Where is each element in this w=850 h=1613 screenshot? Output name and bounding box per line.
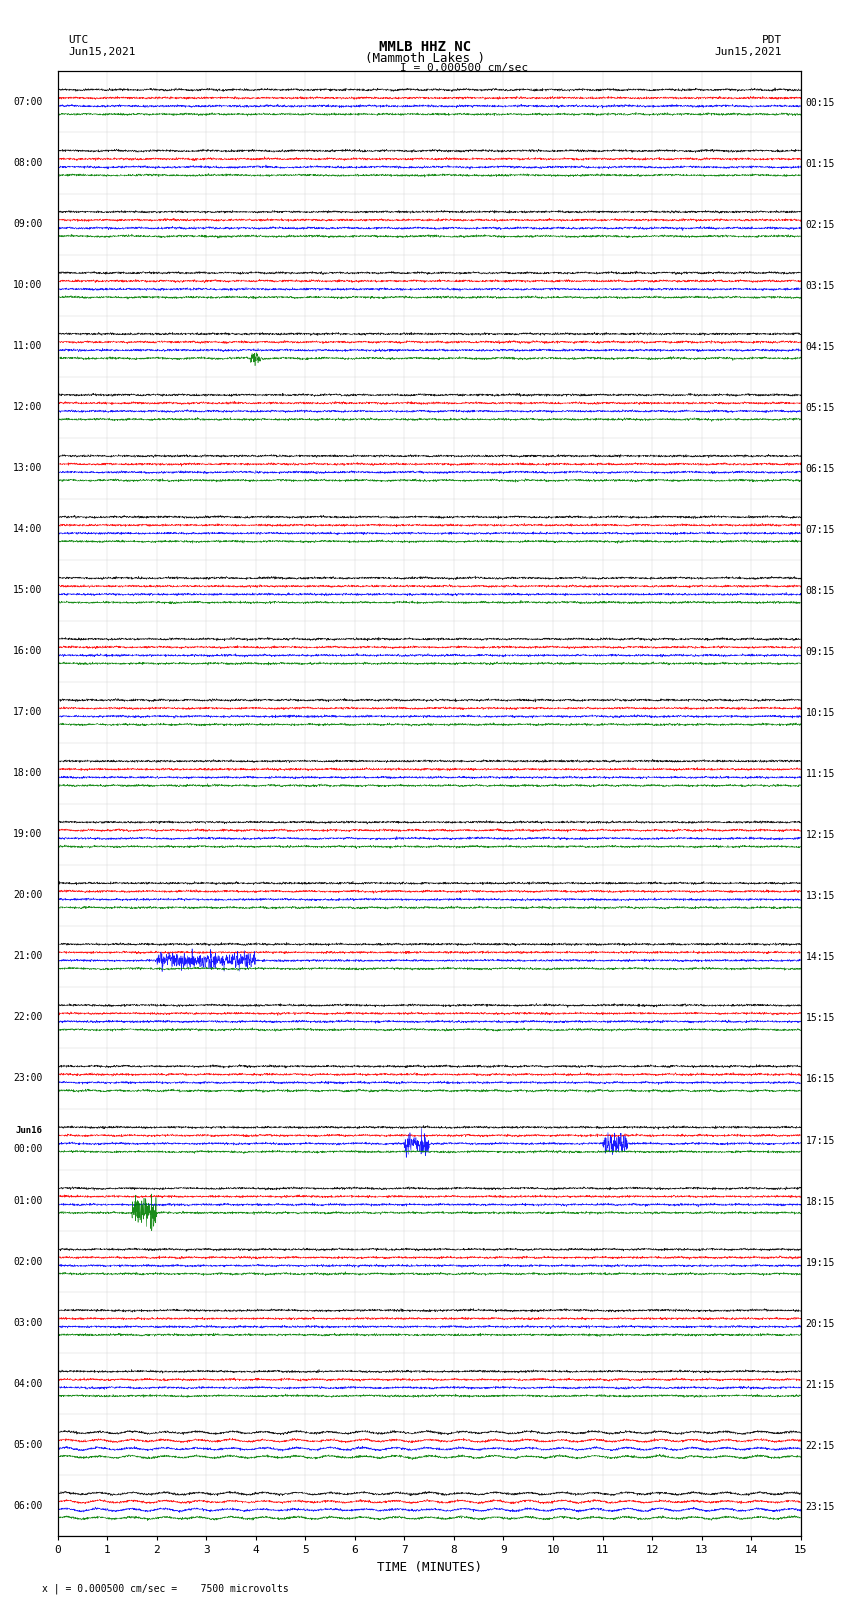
Text: 14:00: 14:00 bbox=[14, 524, 42, 534]
Text: 10:00: 10:00 bbox=[14, 281, 42, 290]
Text: 03:00: 03:00 bbox=[14, 1318, 42, 1327]
Text: 17:00: 17:00 bbox=[14, 706, 42, 718]
Text: x | = 0.000500 cm/sec =    7500 microvolts: x | = 0.000500 cm/sec = 7500 microvolts bbox=[42, 1582, 289, 1594]
Text: 08:00: 08:00 bbox=[14, 158, 42, 168]
Text: 01:00: 01:00 bbox=[14, 1195, 42, 1205]
Text: Jun15,2021: Jun15,2021 bbox=[715, 47, 782, 56]
Text: 20:00: 20:00 bbox=[14, 890, 42, 900]
Text: 09:00: 09:00 bbox=[14, 219, 42, 229]
Text: MMLB HHZ NC: MMLB HHZ NC bbox=[379, 40, 471, 55]
Text: (Mammoth Lakes ): (Mammoth Lakes ) bbox=[365, 52, 485, 65]
Text: 05:00: 05:00 bbox=[14, 1440, 42, 1450]
Text: 16:00: 16:00 bbox=[14, 647, 42, 656]
Text: 23:00: 23:00 bbox=[14, 1074, 42, 1084]
Text: PDT: PDT bbox=[762, 35, 782, 45]
Text: 18:00: 18:00 bbox=[14, 768, 42, 779]
Text: 06:00: 06:00 bbox=[14, 1500, 42, 1511]
Text: 12:00: 12:00 bbox=[14, 402, 42, 413]
Text: UTC: UTC bbox=[68, 35, 88, 45]
Text: 11:00: 11:00 bbox=[14, 340, 42, 352]
Text: 04:00: 04:00 bbox=[14, 1379, 42, 1389]
Text: Jun16: Jun16 bbox=[16, 1126, 42, 1136]
Text: 02:00: 02:00 bbox=[14, 1257, 42, 1266]
Text: 21:00: 21:00 bbox=[14, 952, 42, 961]
Text: 19:00: 19:00 bbox=[14, 829, 42, 839]
X-axis label: TIME (MINUTES): TIME (MINUTES) bbox=[377, 1561, 482, 1574]
Text: Jun15,2021: Jun15,2021 bbox=[68, 47, 135, 56]
Text: I = 0.000500 cm/sec: I = 0.000500 cm/sec bbox=[400, 63, 528, 73]
Text: 22:00: 22:00 bbox=[14, 1013, 42, 1023]
Text: 00:00: 00:00 bbox=[14, 1144, 42, 1153]
Text: 15:00: 15:00 bbox=[14, 586, 42, 595]
Text: 07:00: 07:00 bbox=[14, 97, 42, 106]
Text: 13:00: 13:00 bbox=[14, 463, 42, 473]
